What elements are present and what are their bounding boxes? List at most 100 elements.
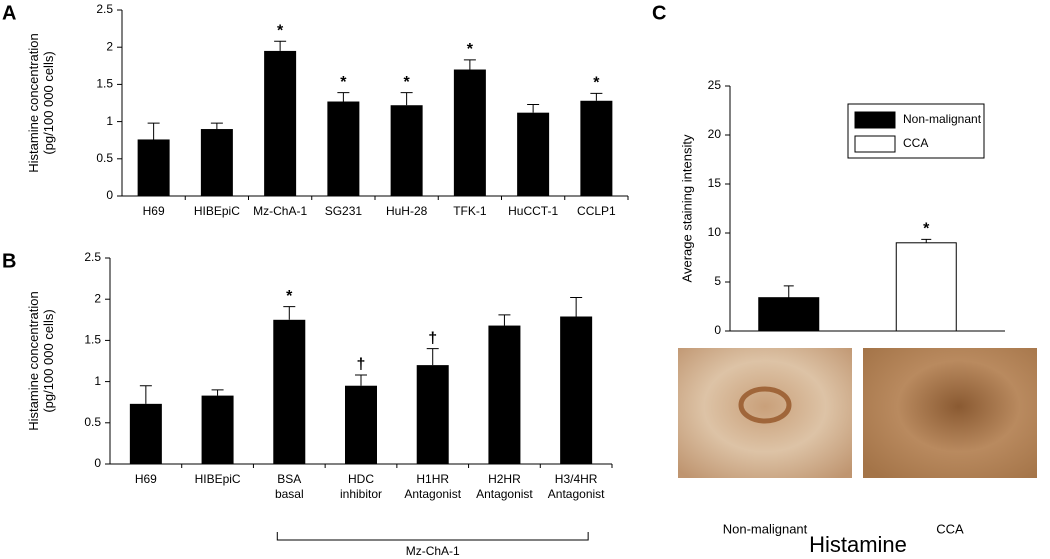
y-tick-label: 2.5 (96, 2, 113, 16)
bar (560, 316, 593, 464)
error-bar (337, 92, 350, 102)
error-bar (570, 297, 583, 317)
x-tick-label: Mz-ChA-1 (253, 204, 307, 218)
legend-label: Non-malignant (903, 112, 982, 126)
y-tick-label: 0.5 (96, 151, 113, 165)
error-bar (783, 285, 794, 298)
y-tick-label: 0 (94, 456, 101, 470)
significance-marker: * (467, 41, 474, 58)
error-bar (921, 238, 932, 243)
x-tick-label: H3/4HR (555, 472, 598, 486)
error-bar (283, 306, 296, 320)
figure-caption: Histamine (809, 532, 907, 557)
bar (345, 385, 377, 464)
panel-label: B (2, 250, 16, 272)
y-tick-label: 5 (714, 274, 721, 288)
duct (738, 386, 792, 424)
y-tick-label: 1 (94, 374, 101, 388)
x-tick-label: H69 (135, 472, 157, 486)
y-tick-label: 0 (714, 323, 721, 337)
legend-label: CCA (903, 136, 928, 150)
legend-swatch (854, 135, 896, 153)
y-tick-label: 1.5 (96, 77, 113, 91)
x-tick-label: H1HR (416, 472, 449, 486)
y-tick-label: 25 (708, 78, 722, 92)
bar (488, 325, 521, 464)
bar (327, 101, 360, 196)
error-bar (400, 92, 413, 106)
error-bar (498, 314, 511, 326)
significance-marker: * (923, 221, 930, 238)
bar (580, 100, 613, 196)
group-label: Mz-ChA-1 (406, 544, 460, 558)
y-tick-label: 10 (708, 225, 722, 239)
significance-marker: † (428, 330, 437, 347)
x-tick-label: HuH-28 (386, 204, 428, 218)
y-tick-label: 1 (106, 114, 113, 128)
bar (200, 129, 233, 196)
micrograph (678, 348, 852, 478)
x-tick-label: HuCCT-1 (508, 204, 558, 218)
x-tick-label: H2HR (488, 472, 521, 486)
group-bracket (276, 532, 589, 541)
bar (273, 319, 306, 464)
y-axis-label: (pg/100 000 cells) (41, 51, 56, 154)
micrograph-caption: CCA (936, 521, 964, 536)
y-axis-label: Average staining intensity (679, 134, 694, 282)
significance-marker: * (277, 22, 284, 39)
x-tick-label: Antagonist (476, 487, 533, 501)
bar (264, 50, 297, 196)
y-tick-label: 15 (708, 176, 722, 190)
x-tick-label: BSA (277, 472, 301, 486)
significance-marker: * (286, 288, 293, 305)
panel-label: C (652, 2, 666, 24)
x-tick-label: Antagonist (404, 487, 461, 501)
y-tick-label: 2 (94, 291, 101, 305)
y-tick-label: 2.5 (84, 250, 101, 264)
x-tick-label: H69 (143, 204, 165, 218)
x-tick-label: HIBEpiC (194, 204, 240, 218)
y-tick-label: 0 (106, 188, 113, 202)
y-tick-label: 20 (708, 127, 722, 141)
error-bar (147, 122, 160, 140)
y-axis-label: Histamine concentration (26, 33, 41, 172)
error-bar (527, 103, 540, 113)
bar (129, 403, 162, 464)
legend-swatch (854, 111, 896, 129)
error-bar (355, 374, 367, 386)
error-bar (139, 385, 152, 404)
error-bar (426, 348, 439, 366)
error-bar (590, 92, 603, 101)
micrograph (863, 348, 1037, 478)
bar (416, 365, 449, 464)
bar (895, 242, 957, 332)
bar (390, 105, 423, 196)
x-tick-label: basal (275, 487, 304, 501)
x-tick-label: CCLP1 (577, 204, 616, 218)
x-tick-label: SG231 (325, 204, 363, 218)
x-tick-label: inhibitor (340, 487, 382, 501)
y-axis-label: Histamine concentration (26, 291, 41, 430)
panel-label: A (2, 2, 16, 24)
x-tick-label: Antagonist (548, 487, 605, 501)
x-tick-label: HIBEpiC (195, 472, 241, 486)
significance-marker: † (357, 356, 366, 373)
y-tick-label: 2 (106, 39, 113, 53)
error-bar (463, 59, 476, 70)
bar (201, 395, 234, 464)
significance-marker: * (404, 74, 411, 91)
y-tick-label: 0.5 (84, 415, 101, 429)
bar (758, 297, 820, 332)
bar (453, 69, 486, 196)
bar (517, 112, 550, 196)
significance-marker: * (593, 75, 600, 92)
y-axis-label: (pg/100 000 cells) (41, 309, 56, 412)
error-bar (211, 389, 224, 396)
error-bar (210, 122, 223, 130)
significance-marker: * (340, 74, 347, 91)
bar (137, 139, 170, 196)
x-tick-label: TFK-1 (453, 204, 487, 218)
y-tick-label: 1.5 (84, 333, 101, 347)
error-bar (274, 40, 287, 51)
